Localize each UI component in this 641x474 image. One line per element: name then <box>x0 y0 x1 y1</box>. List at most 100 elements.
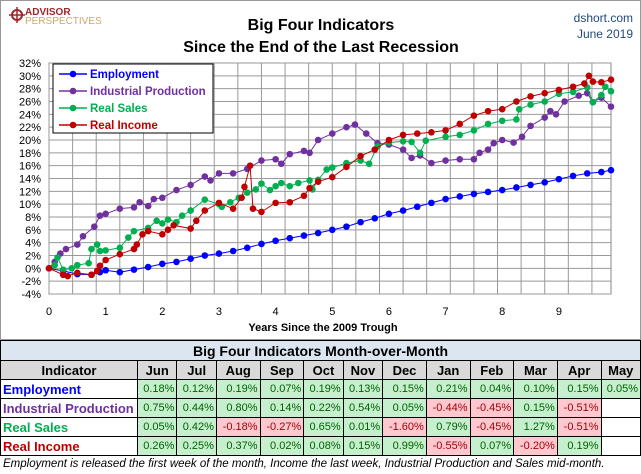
data-point <box>153 217 160 225</box>
data-point <box>470 155 478 163</box>
data-point <box>490 139 498 147</box>
data-point <box>306 149 313 157</box>
x-tick-label: 1 <box>103 306 109 318</box>
data-point <box>510 139 517 146</box>
svg-text:ADVISOR: ADVISOR <box>25 7 71 18</box>
x-tick-label: 8 <box>499 306 505 318</box>
data-point <box>541 98 549 105</box>
data-point <box>116 244 124 252</box>
data-point <box>116 250 124 258</box>
data-point <box>164 226 172 234</box>
legend-marker <box>69 87 77 95</box>
data-point <box>272 182 279 190</box>
data-point <box>428 159 435 167</box>
x-tick-label: 7 <box>443 306 449 318</box>
y-tick-label: 24% <box>19 109 41 121</box>
data-point <box>229 170 237 177</box>
x-axis: 0 1 2 3 4 5 6 7 8 9 <box>46 306 562 318</box>
series-line <box>48 85 612 271</box>
value-cell: 0.01% <box>342 417 384 437</box>
data-point <box>201 252 209 259</box>
data-point <box>343 123 350 131</box>
data-point <box>88 271 95 279</box>
value-cell: 0.25% <box>176 436 217 456</box>
data-point <box>88 245 95 253</box>
data-point <box>229 205 237 212</box>
data-point <box>201 173 209 180</box>
y-tick-label: 30% <box>19 71 41 83</box>
value-cell: 0.07% <box>259 379 305 399</box>
data-point <box>229 247 237 255</box>
data-point <box>258 157 265 164</box>
data-point <box>328 130 336 137</box>
indicator-name: Employment <box>0 379 138 399</box>
data-point <box>470 127 478 134</box>
data-point <box>598 78 605 86</box>
data-point <box>144 263 152 271</box>
x-tick-label: 9 <box>556 306 562 318</box>
data-point <box>323 166 330 173</box>
data-point <box>130 204 138 211</box>
y-tick-label: 20% <box>19 135 41 147</box>
data-point <box>226 198 234 206</box>
value-cell: -0.20% <box>513 436 558 456</box>
data-point <box>399 137 407 145</box>
data-point <box>238 194 245 202</box>
value-cell: 0.08% <box>303 436 344 456</box>
y-tick-label: 8% <box>25 212 41 224</box>
value-cell: -0.27% <box>259 417 305 437</box>
month-header: Jun <box>136 360 178 380</box>
data-point <box>294 179 302 187</box>
month-header: May <box>600 360 641 380</box>
data-point <box>442 127 449 134</box>
data-point <box>159 260 166 268</box>
data-point <box>598 168 605 176</box>
data-point <box>385 210 393 218</box>
data-point <box>416 149 424 157</box>
data-point <box>102 210 109 218</box>
data-point <box>314 178 322 186</box>
date-label: June 2019 <box>577 27 633 41</box>
month-header: Mar <box>513 360 558 380</box>
data-point <box>45 265 53 272</box>
data-point <box>607 103 615 110</box>
data-point <box>79 232 87 240</box>
data-point <box>484 120 492 128</box>
data-point <box>343 223 350 230</box>
data-point <box>51 261 58 269</box>
series-layer <box>45 72 615 280</box>
chart-title: Big Four Indicators <box>248 17 395 34</box>
value-cell: 0.18% <box>136 379 178 399</box>
data-point <box>428 129 435 136</box>
value-cell: 0.44% <box>176 398 217 418</box>
data-point <box>484 146 492 153</box>
data-point <box>74 269 81 277</box>
data-point <box>555 86 563 94</box>
value-cell: 0.65% <box>303 417 344 437</box>
data-point <box>399 207 407 214</box>
data-point <box>252 186 260 193</box>
data-point <box>607 166 615 174</box>
data-point <box>442 157 449 164</box>
data-point <box>343 163 350 171</box>
table-row: Real Sales 0.05% 0.42% -0.18% -0.27% 0.65% 0.0… <box>0 417 641 437</box>
indicator-name: Industrial Production <box>0 398 138 418</box>
data-point <box>286 182 294 190</box>
legend-marker <box>69 104 77 112</box>
data-point <box>68 265 75 272</box>
data-point <box>607 76 615 83</box>
indicator-name: Real Income <box>0 436 138 456</box>
data-point <box>59 266 67 273</box>
data-point <box>547 107 554 115</box>
data-point <box>413 130 421 137</box>
data-point <box>286 234 294 242</box>
value-cell: -0.44% <box>425 398 471 418</box>
value-cell: -0.18% <box>215 417 261 437</box>
value-cell: 0.02% <box>259 436 305 456</box>
y-tick-label: 10% <box>19 199 41 211</box>
data-point <box>241 183 248 191</box>
month-header: Aug <box>215 360 261 380</box>
data-point <box>470 112 478 119</box>
data-point <box>62 245 70 253</box>
data-point <box>96 247 104 255</box>
